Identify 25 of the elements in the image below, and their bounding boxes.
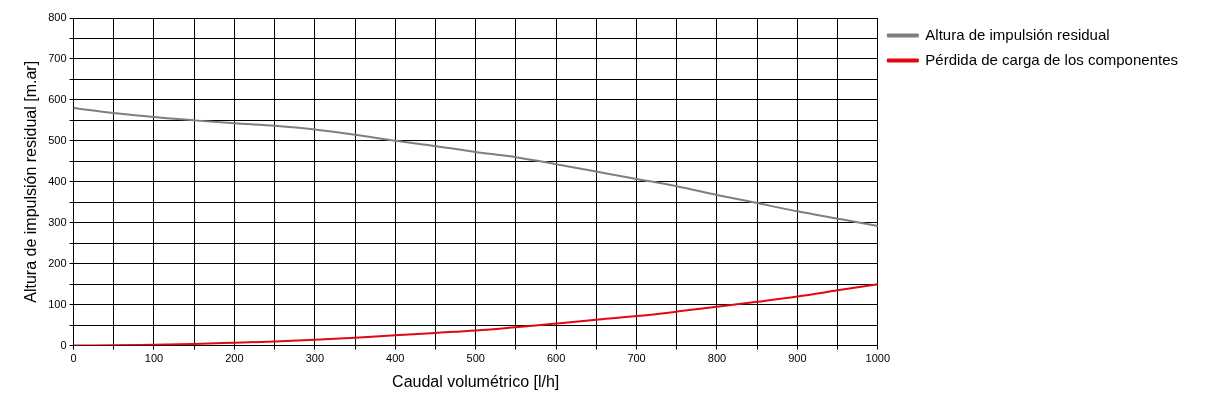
y-tick-label: 400 xyxy=(48,174,67,187)
x-tick-label: 500 xyxy=(466,352,485,365)
x-tick-label: 300 xyxy=(305,352,325,365)
line-series xyxy=(73,107,878,228)
x-tick-label: 900 xyxy=(788,352,807,365)
x-tick-label: 800 xyxy=(707,352,727,365)
legend-label: Altura de impulsión residual xyxy=(925,25,1110,43)
x-tick-label: 400 xyxy=(386,352,405,365)
y-tick-label: 800 xyxy=(48,11,67,24)
x-tick-label: 200 xyxy=(225,352,244,365)
y-tick-label: 300 xyxy=(48,215,67,228)
y-tick-label: 600 xyxy=(48,92,67,105)
y-tick-label: 700 xyxy=(48,51,67,64)
y-tick-label: 100 xyxy=(48,297,67,310)
y-tick-label: 200 xyxy=(48,256,67,269)
x-tick-label: 0 xyxy=(70,352,77,365)
x-axis-title: Caudal volumétrico [l/h] xyxy=(392,372,560,390)
x-tick-label: 1000 xyxy=(865,352,891,365)
x-tick-label: 700 xyxy=(627,352,646,365)
y-tick-label: 500 xyxy=(48,133,67,146)
y-tick-label: 0 xyxy=(60,338,67,351)
legend-label: Pérdida de carga de los componentes xyxy=(925,50,1179,68)
y-axis-title: Altura de impulsión residual [m.ar] xyxy=(22,60,40,303)
x-tick-label: 600 xyxy=(546,352,566,365)
x-tick-label: 100 xyxy=(144,352,164,365)
